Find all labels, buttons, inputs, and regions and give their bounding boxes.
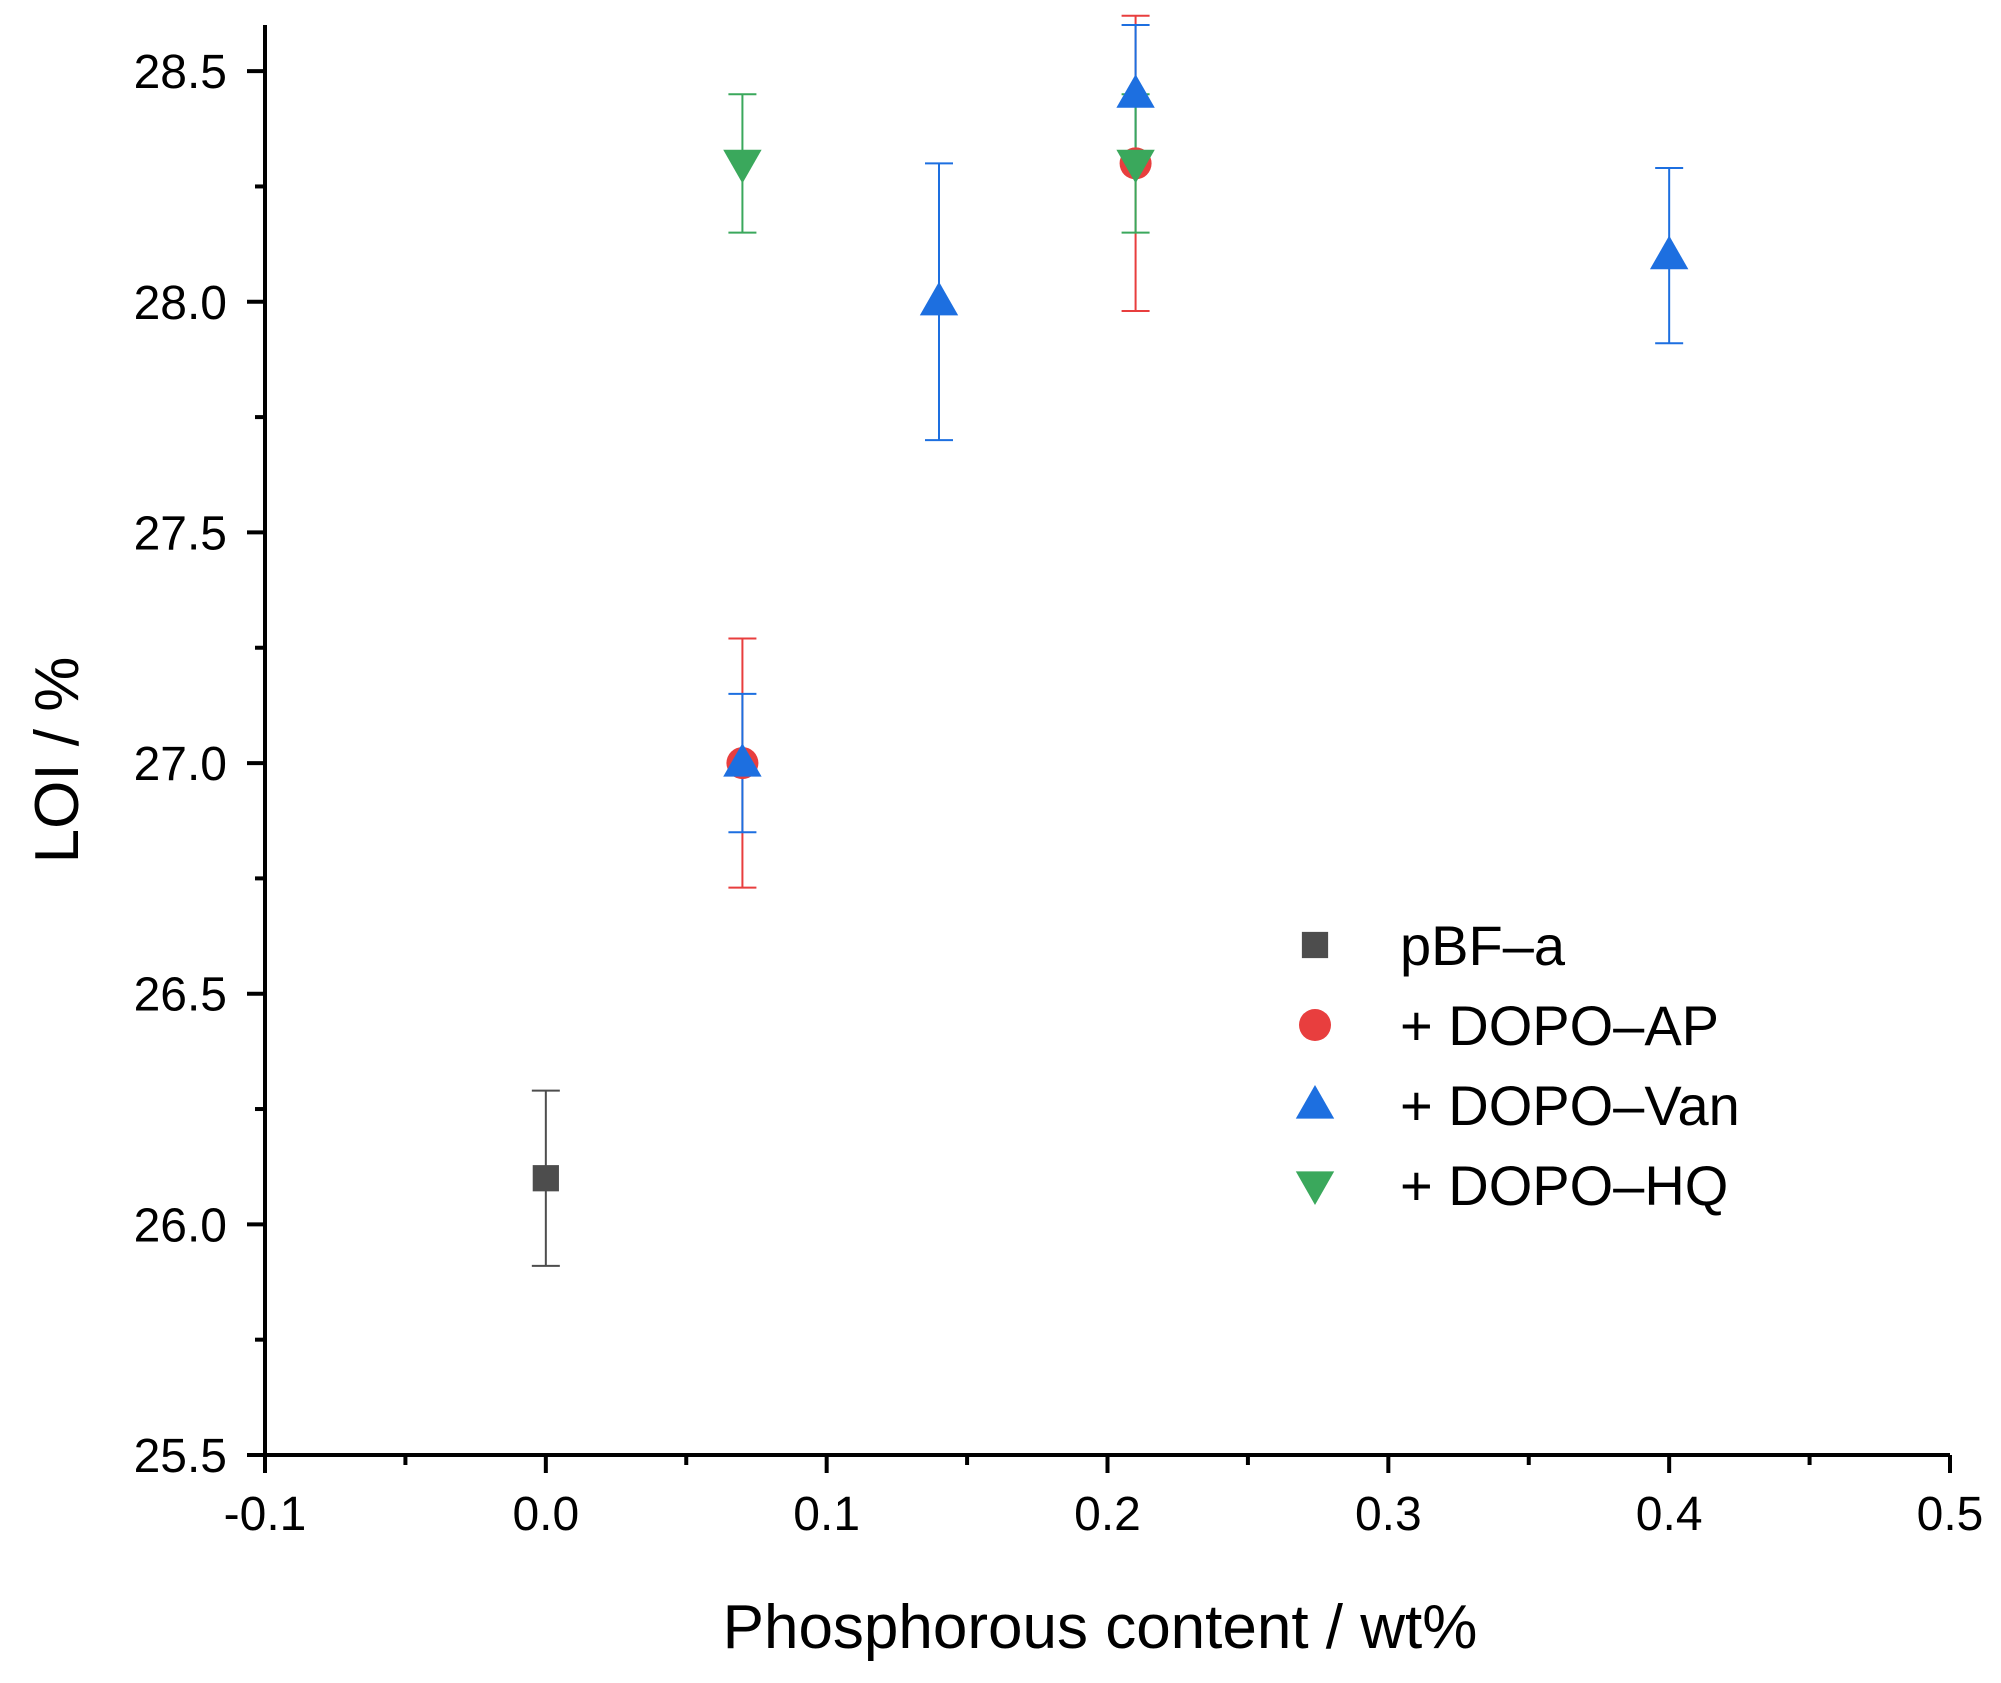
legend-marker [1299, 1009, 1331, 1041]
data-point [1649, 235, 1689, 270]
legend-marker [1295, 1085, 1335, 1119]
legend-marker [1295, 1171, 1335, 1205]
data-point [1116, 74, 1155, 108]
y-tick-label: 26.5 [134, 969, 227, 1022]
legend-item: + DOPO–HQ [1295, 1154, 1728, 1217]
y-tick-label: 28.0 [134, 277, 227, 330]
y-tick-label: 26.0 [134, 1199, 227, 1252]
series-0-points [532, 1165, 559, 1192]
legend-label: pBF–a [1400, 914, 1566, 977]
y-tick-label: 27.5 [134, 507, 227, 560]
legend: pBF–a + DOPO–AP + DOPO–Van + DOPO–HQ [1295, 914, 1740, 1217]
x-tick-label: 0.2 [1074, 1488, 1141, 1541]
x-tick-label: -0.1 [224, 1488, 307, 1541]
series-3-points [723, 149, 1155, 184]
x-tick-label: 0.1 [793, 1488, 860, 1541]
axes [247, 25, 1952, 1473]
data-point [723, 149, 762, 184]
y-tick-label: 27.0 [134, 738, 227, 791]
series-1-errorbars [728, 14, 1150, 889]
legend-marker [1301, 931, 1329, 959]
data-point [919, 281, 959, 316]
data-point [1116, 149, 1155, 184]
x-tick-label: 0.0 [512, 1488, 579, 1541]
data-point [532, 1165, 559, 1192]
legend-label: + DOPO–HQ [1400, 1154, 1728, 1217]
legend-item: pBF–a [1301, 914, 1566, 977]
y-tick-label: 25.5 [134, 1430, 227, 1483]
x-tick-label: 0.3 [1355, 1488, 1422, 1541]
y-axis-label: LOI / % [23, 657, 92, 864]
series-2-points [723, 74, 1689, 777]
legend-item: + DOPO–AP [1299, 994, 1719, 1057]
x-tick-label: 0.5 [1917, 1488, 1984, 1541]
tick-labels: -0.1 0.0 0.1 0.2 0.3 0.4 0.5 25.5 26.0 26.5 27.0 27… [134, 46, 1984, 1541]
data-point [723, 743, 762, 777]
y-tick-label: 28.5 [134, 46, 227, 99]
legend-item: + DOPO–Van [1295, 1074, 1740, 1137]
legend-label: + DOPO–Van [1400, 1074, 1740, 1137]
legend-label: + DOPO–AP [1400, 994, 1719, 1057]
plot-area [531, 14, 1689, 1267]
series-2-errorbars [728, 24, 1684, 834]
x-tick-label: 0.4 [1636, 1488, 1703, 1541]
x-axis-label: Phosphorous content / wt% [723, 1593, 1478, 1662]
